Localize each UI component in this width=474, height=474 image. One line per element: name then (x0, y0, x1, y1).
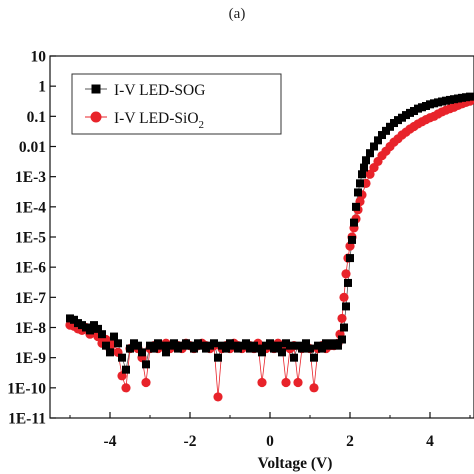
data-point-sog (382, 126, 390, 135)
x-tick-label: 0 (266, 433, 274, 450)
data-point-sog (162, 348, 170, 357)
y-tick-label: 1E-7 (15, 290, 46, 307)
data-point-sog (106, 348, 114, 357)
data-point-sog (266, 339, 274, 348)
legend-label-sio2: I-V LED-SiO2 (114, 110, 204, 131)
data-point-sog (342, 302, 350, 311)
data-point-sog (350, 218, 358, 227)
data-point-sog (150, 344, 158, 353)
y-tick-label: 0.1 (27, 109, 46, 126)
data-point-sog (258, 348, 266, 357)
legend: I-V LED-SOG I-V LED-SiO2 (71, 73, 282, 135)
data-point-sog (98, 330, 106, 339)
y-tick-label: 1E-5 (15, 230, 46, 247)
legend-label-sio2-main: I-V LED-SiO (114, 110, 199, 127)
data-point-sog (286, 341, 294, 350)
data-point-sog (362, 156, 370, 165)
data-point-sog (210, 339, 218, 348)
series-layer (65, 92, 474, 402)
x-tick-label: -4 (104, 433, 117, 450)
data-point-sio2 (293, 377, 303, 388)
data-point-sio2 (141, 377, 151, 388)
data-point-sog (302, 339, 310, 348)
data-point-sog (370, 142, 378, 151)
y-tick-label: 1E-6 (15, 260, 46, 277)
y-tick-label: 0.01 (19, 139, 46, 156)
data-point-sog (334, 341, 342, 350)
x-axis-title: Voltage (V) (258, 455, 333, 472)
data-point-sio2 (257, 377, 267, 388)
legend-marker-sog (91, 84, 101, 94)
data-point-sog (378, 131, 386, 140)
series-line-sog (69, 96, 471, 372)
data-point-sog (118, 353, 126, 362)
data-point-sog (352, 202, 360, 211)
legend-label-sio2-subscript: 2 (199, 119, 205, 131)
x-axis: -4 -2 0 2 4 (69, 412, 471, 450)
data-point-sog (338, 335, 346, 344)
data-point-sog (114, 339, 122, 348)
data-point-sog (102, 341, 110, 350)
data-point-sog (348, 235, 356, 244)
legend-label-sog: I-V LED-SOG (114, 82, 205, 99)
data-point-sio2 (341, 269, 351, 279)
data-point-sio2 (309, 383, 319, 393)
data-point-sog (274, 341, 282, 350)
data-point-sog (340, 323, 348, 332)
data-point-sog (110, 332, 118, 341)
data-point-sog (466, 92, 474, 101)
x-tick-label: 4 (426, 433, 434, 450)
data-point-sog (222, 344, 230, 353)
data-point-sio2 (121, 383, 131, 393)
legend-box (71, 73, 282, 135)
data-point-sog (134, 341, 142, 350)
data-point-sog (358, 170, 366, 179)
data-point-sog (310, 353, 318, 362)
y-axis: 10 1 0.1 0.01 1E-3 1E-4 1E-5 1E-6 1E-7 1E-8 1E-9 1E… (7, 49, 56, 428)
data-point-sog (344, 278, 352, 287)
legend-marker-sio2 (90, 111, 102, 123)
data-point-sog (360, 163, 368, 172)
y-tick-label: 1 (38, 79, 46, 96)
panel-label: (a) (228, 6, 246, 22)
x-tick-label: -2 (184, 433, 197, 450)
data-point-sog (306, 344, 314, 353)
y-tick-label: 10 (31, 49, 47, 66)
data-point-sog (86, 326, 94, 335)
y-tick-label: 1E-3 (15, 169, 46, 186)
y-tick-label: 1E-8 (15, 320, 46, 337)
data-point-sog (170, 339, 178, 348)
data-point-sog (214, 353, 222, 362)
data-point-sog (278, 348, 286, 357)
y-tick-label: 1E-10 (7, 380, 46, 397)
data-point-sio2 (365, 169, 375, 179)
data-point-sog (374, 136, 382, 145)
data-point-sog (356, 179, 364, 188)
data-point-sio2 (281, 377, 291, 388)
data-point-sog (346, 254, 354, 263)
data-point-sog (318, 344, 326, 353)
data-point-sog (190, 344, 198, 353)
data-point-sog (122, 365, 130, 374)
data-point-sio2 (213, 392, 223, 402)
data-point-sog (138, 348, 146, 357)
data-point-sog (158, 341, 166, 350)
data-point-sog (94, 324, 102, 333)
data-point-sog (242, 339, 250, 348)
y-tick-label: 1E-11 (8, 411, 46, 428)
x-tick-label: 2 (346, 433, 354, 450)
data-point-sog (142, 360, 150, 369)
data-point-sog (354, 188, 362, 197)
data-point-sog (126, 344, 134, 353)
data-point-sog (290, 353, 298, 362)
data-point-sog (366, 149, 374, 158)
y-tick-label: 1E-9 (15, 350, 46, 367)
data-point-sog (298, 344, 306, 353)
y-tick-label: 1E-4 (15, 199, 46, 216)
data-point-sio2 (337, 313, 347, 324)
data-point-sio2 (339, 292, 349, 302)
